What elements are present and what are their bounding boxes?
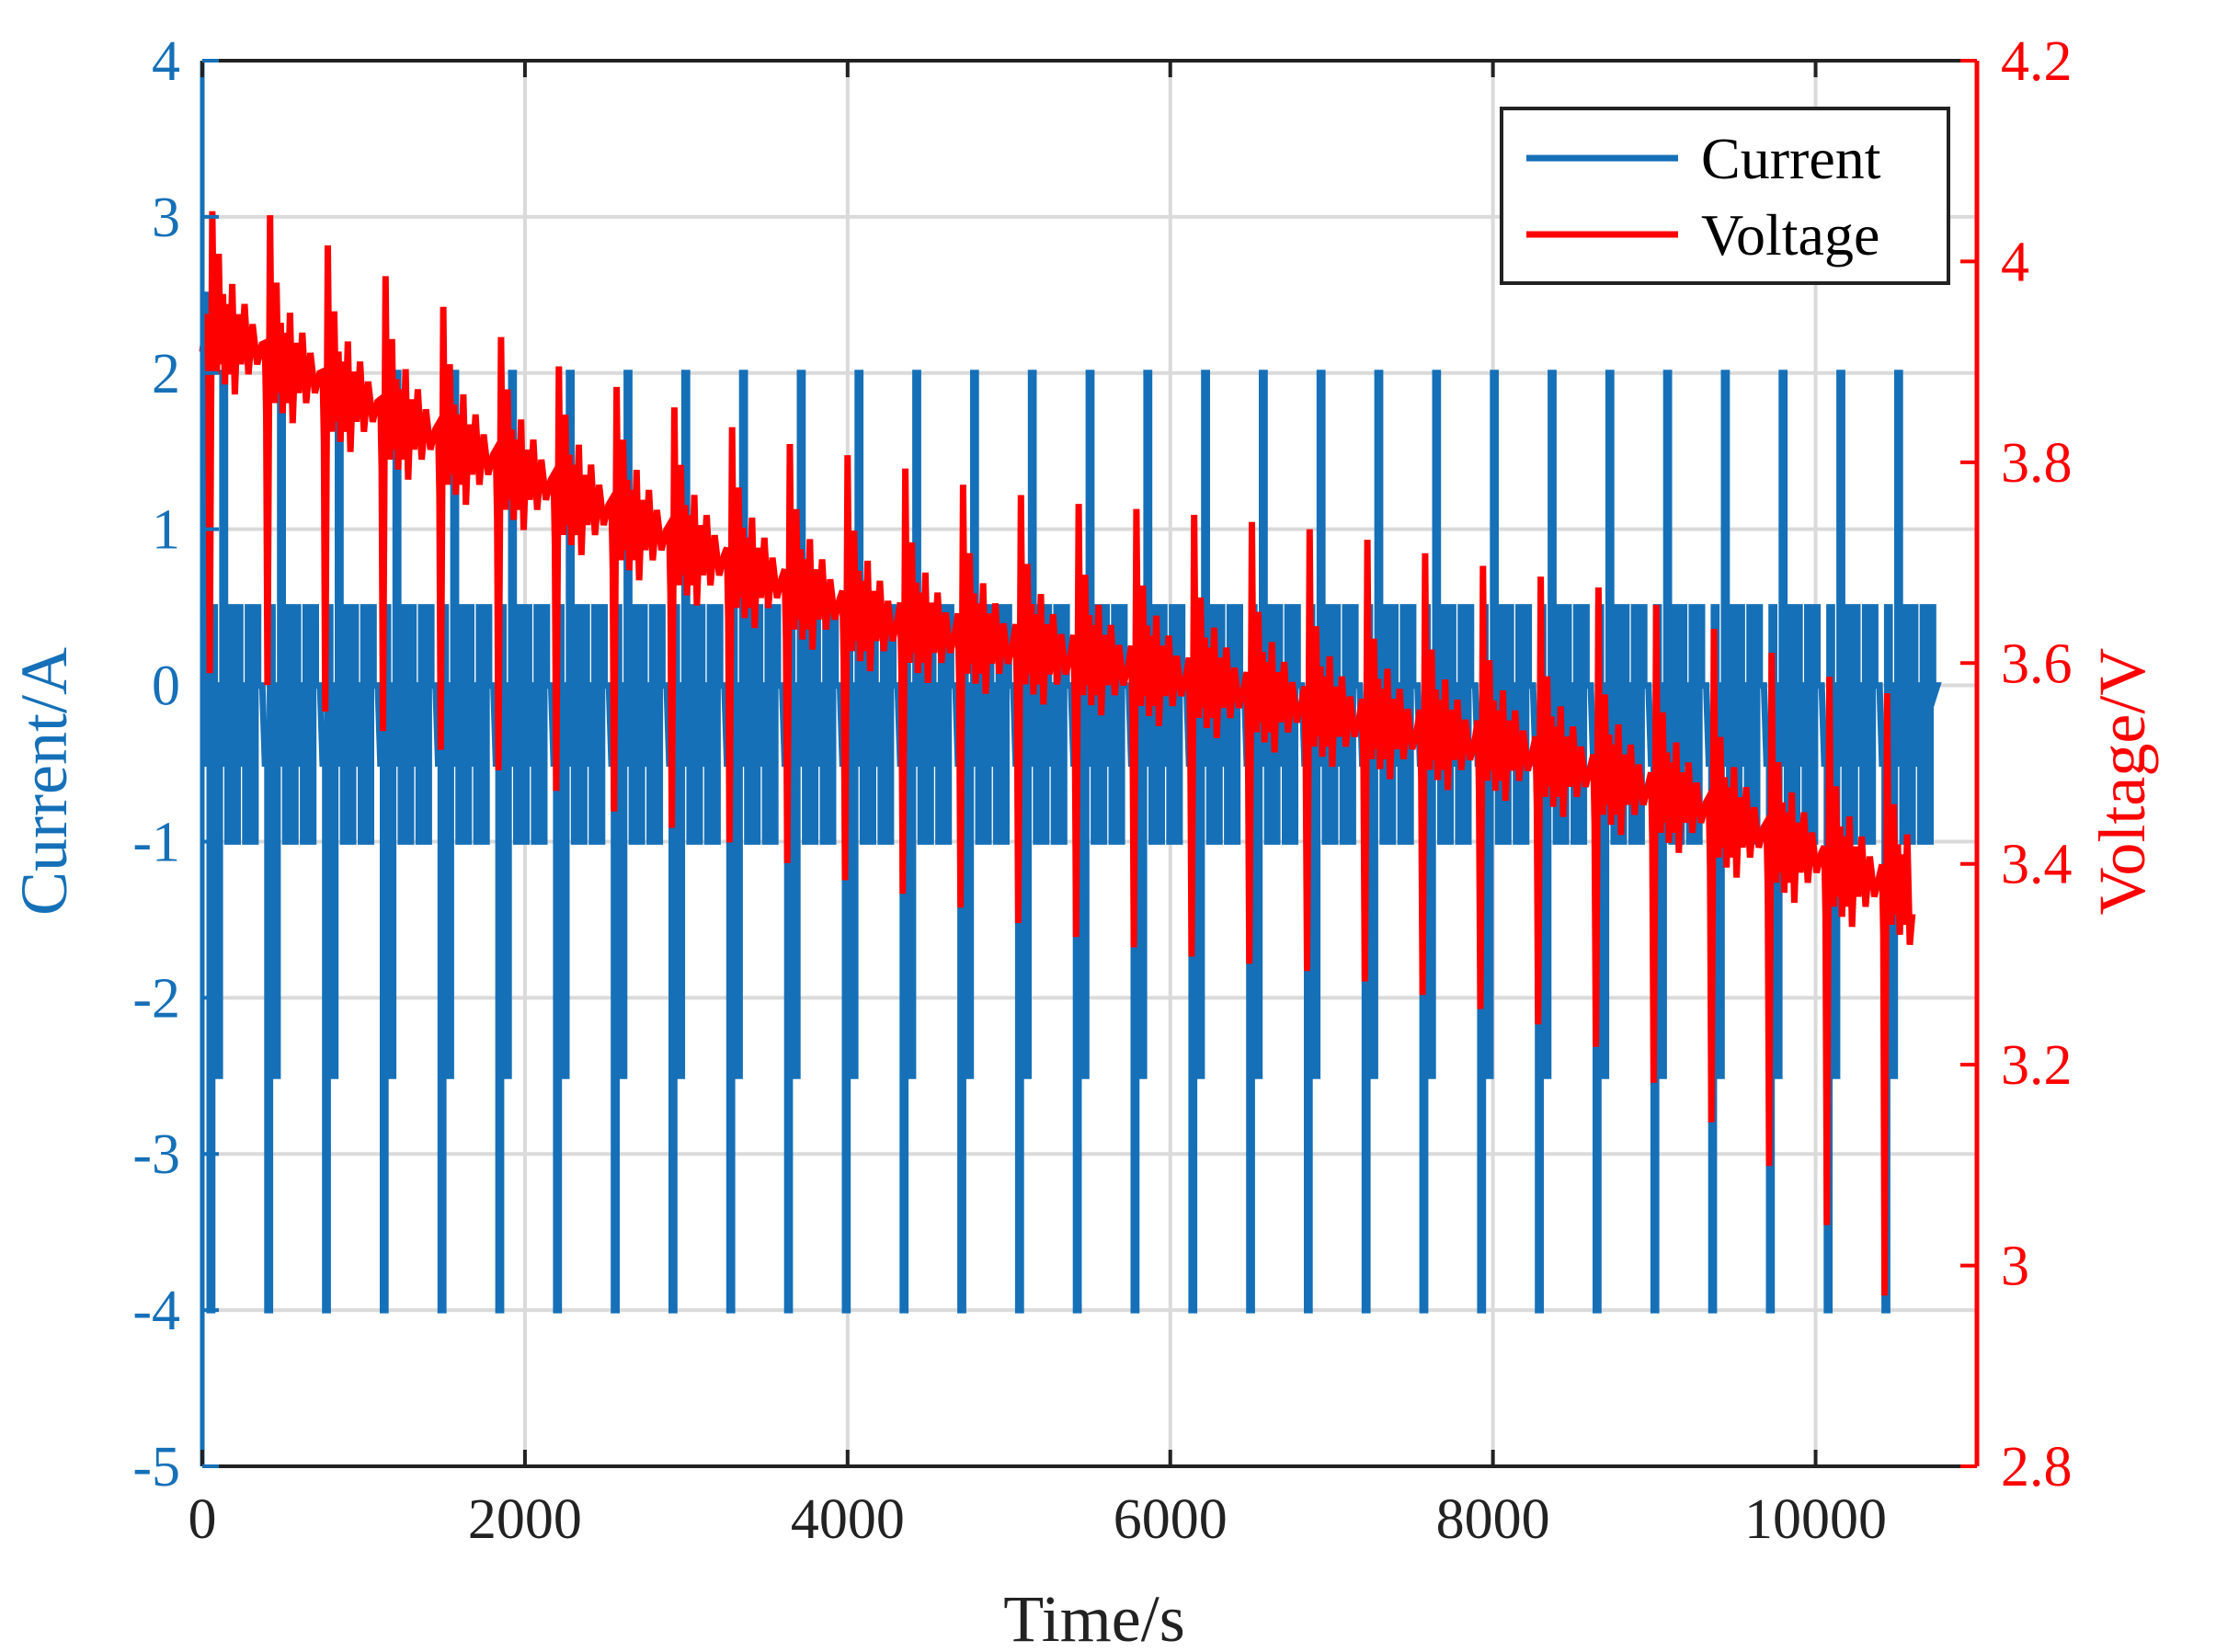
current-series bbox=[202, 291, 1942, 1314]
y-left-tick-label: 3 bbox=[152, 187, 180, 249]
y-right-tick-label: 3 bbox=[2001, 1236, 2029, 1298]
y-left-tick-label: 0 bbox=[152, 655, 180, 718]
x-tick-label: 2000 bbox=[468, 1488, 582, 1551]
axes bbox=[200, 59, 1980, 1468]
x-axis-label: Time/s bbox=[1003, 1582, 1184, 1652]
legend-current-label: Current bbox=[1701, 126, 1881, 191]
y-left-tick-label: 4 bbox=[152, 30, 180, 93]
x-tick-label: 6000 bbox=[1114, 1488, 1228, 1551]
y-right-tick-label: 2.8 bbox=[2001, 1436, 2073, 1498]
voltage-line bbox=[199, 211, 1916, 1296]
y-right-tick-label: 3.2 bbox=[2001, 1034, 2073, 1097]
x-tick-label: 10000 bbox=[1744, 1488, 1887, 1551]
y-left-tick-label: -5 bbox=[132, 1436, 180, 1498]
y-right-tick-label: 4.2 bbox=[2001, 30, 2073, 93]
y-axis-right-label: Voltage/V bbox=[2085, 648, 2159, 916]
y-left-tick-label: -1 bbox=[132, 811, 180, 873]
y-right-tick-label: 3.6 bbox=[2001, 632, 2073, 695]
legend: Current Voltage bbox=[1500, 107, 1950, 285]
y-left-tick-label: -3 bbox=[132, 1123, 180, 1186]
y-right-tick-label: 4 bbox=[2001, 231, 2029, 293]
legend-voltage-label: Voltage bbox=[1701, 202, 1879, 268]
legend-box bbox=[1500, 107, 1950, 285]
y-right-tick-label: 3.8 bbox=[2001, 432, 2073, 495]
y-axis-left-label: Current/A bbox=[7, 647, 81, 916]
voltage-series bbox=[199, 211, 1916, 1296]
y-left-tick-label: -4 bbox=[132, 1280, 180, 1342]
x-tick-label: 4000 bbox=[791, 1488, 905, 1551]
x-tick-label: 0 bbox=[188, 1488, 217, 1551]
x-tick-label: 8000 bbox=[1436, 1488, 1550, 1551]
tick-labels: 0 2000 4000 6000 8000 10000 4 3 2 1 0 -1 -2 -3 -4 -5 4.2… bbox=[132, 30, 2072, 1551]
y-left-tick-label: 2 bbox=[152, 343, 180, 405]
y-left-tick-label: -2 bbox=[132, 967, 180, 1030]
y-right-tick-label: 3.4 bbox=[2001, 834, 2073, 896]
y-left-tick-label: 1 bbox=[152, 499, 180, 562]
current-line bbox=[202, 291, 1942, 1314]
